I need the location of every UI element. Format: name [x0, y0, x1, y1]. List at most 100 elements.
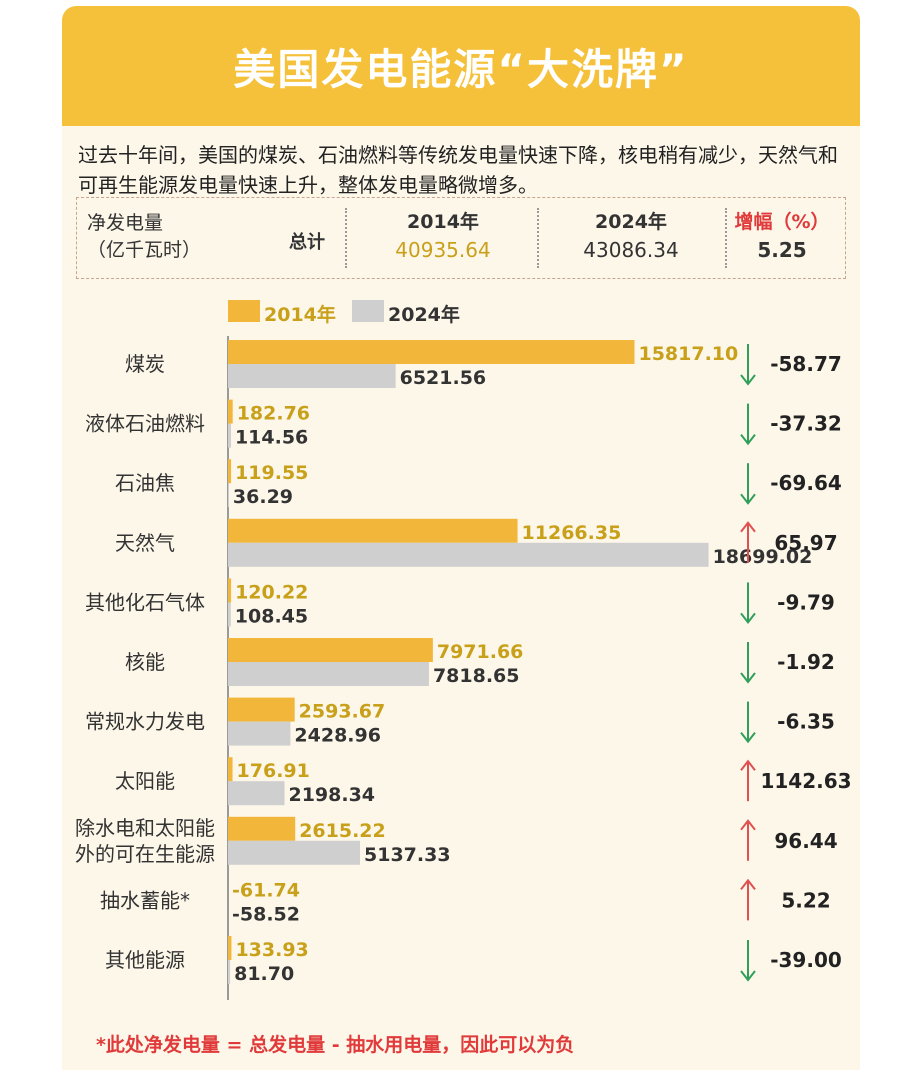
- category-label-5: 核能: [125, 650, 165, 674]
- data-label-2014-1: 182.76: [237, 403, 310, 425]
- data-label-2024-0: 6521.56: [400, 367, 487, 389]
- bar-2014-2: [228, 459, 232, 484]
- header-banner: 美国发电能源“大洗牌”: [62, 6, 860, 126]
- data-label-2014-0: 15817.10: [638, 343, 738, 365]
- summary-box: 净发电量 （亿千瓦时） 总计 2014年 40935.64 2024年 4308…: [76, 197, 846, 279]
- bar-2014-3: [228, 518, 518, 543]
- arrow-head: [740, 521, 756, 533]
- legend-label-2014: 2014年: [264, 304, 336, 326]
- arrow-head: [740, 374, 756, 386]
- data-label-2024-3: 18699.02: [713, 546, 813, 568]
- category-label-3: 天然气: [115, 531, 175, 555]
- data-label-2014-4: 120.22: [235, 581, 308, 603]
- arrow-down-icon: [740, 642, 756, 684]
- bar-2014-4: [228, 578, 232, 603]
- category-label-8: 除水电和太阳能: [75, 816, 215, 840]
- bar-2014-10: [228, 936, 232, 960]
- change-percent-2: -69.64: [770, 471, 842, 495]
- change-percent-0: -58.77: [770, 352, 842, 376]
- summary-col-2014: 2014年 40935.64: [353, 208, 533, 264]
- bar-2024-2: [228, 483, 229, 508]
- change-percent-8: 96.44: [774, 829, 837, 853]
- summary-change-head: 增幅（%）: [734, 211, 830, 233]
- arrow-head: [740, 672, 756, 684]
- bar-2024-1: [228, 423, 231, 448]
- change-percent-4: -9.79: [777, 590, 835, 614]
- summary-2014-head: 2014年: [407, 211, 479, 233]
- summary-divider: [537, 208, 539, 268]
- category-label-2: 石油焦: [115, 471, 175, 495]
- summary-label-line2: （亿千瓦时）: [87, 239, 202, 261]
- arrow-up-icon: [740, 521, 756, 563]
- data-label-2014-3: 11266.35: [522, 522, 622, 544]
- category-label-4: 其他化石气体: [85, 590, 205, 614]
- arrow-head: [740, 878, 756, 891]
- data-label-2014-10: 133.93: [235, 939, 308, 961]
- legend-item-2024: 2024年: [352, 300, 472, 326]
- legend-item-2014: 2014年: [228, 300, 348, 326]
- legend-label-2024: 2024年: [388, 304, 460, 326]
- change-percent-9: 5.22: [781, 888, 830, 912]
- arrow-head: [740, 612, 756, 625]
- summary-col-change: 增幅（%） 5.25: [717, 208, 847, 264]
- summary-2014-value: 40935.64: [395, 238, 491, 262]
- bar-2024-0: [228, 364, 396, 388]
- data-label-2024-5: 7818.65: [433, 665, 520, 687]
- arrow-down-icon: [740, 701, 756, 744]
- bar-2014-1: [228, 399, 233, 424]
- summary-divider: [725, 208, 727, 268]
- bar-2014-8: [228, 816, 296, 841]
- data-label-2014-7: 176.91: [237, 760, 310, 782]
- summary-label: 净发电量 （亿千瓦时）: [87, 210, 201, 264]
- data-label-2024-7: 2198.34: [288, 784, 375, 806]
- bar-2014-5: [228, 638, 433, 662]
- change-percent-3: 65.97: [774, 531, 837, 555]
- bar-2024-5: [228, 662, 429, 686]
- change-percent-6: -6.35: [777, 710, 835, 734]
- arrow-down-icon: [740, 344, 756, 386]
- bar-2024-4: [228, 602, 231, 627]
- data-label-2024-1: 114.56: [235, 427, 308, 449]
- category-label-8: 外的可在生能源: [75, 842, 215, 866]
- arrow-head: [740, 759, 756, 771]
- change-percent-5: -1.92: [777, 650, 835, 674]
- intro-text: 过去十年间，美国的煤炭、石油燃料等传统发电量快速下降，核电稍有减少，天然气和可再…: [78, 143, 838, 197]
- bar-2014-6: [228, 697, 295, 722]
- arrow-down-icon: [740, 582, 756, 625]
- bar-2014-0: [228, 340, 635, 364]
- data-label-2024-9: -58.52: [232, 903, 300, 925]
- infographic-card: 美国发电能源“大洗牌” 过去十年间，美国的煤炭、石油燃料等传统发电量快速下降，核…: [62, 6, 860, 1070]
- data-label-2014-6: 2593.67: [299, 701, 386, 723]
- legend-swatch-2024: [352, 300, 384, 322]
- category-label-1: 液体石油燃料: [85, 412, 205, 436]
- footnote: *此处净发电量 = 总发电量 - 抽水用电量，因此可以为负: [96, 1034, 575, 1056]
- arrow-head: [740, 493, 756, 505]
- data-label-2024-2: 36.29: [233, 486, 293, 508]
- bar-2024-6: [228, 721, 291, 746]
- arrow-up-icon: [740, 759, 756, 802]
- summary-2024-head: 2024年: [595, 211, 667, 233]
- category-label-6: 常规水力发电: [85, 710, 205, 734]
- data-label-2014-9: -61.74: [232, 879, 300, 901]
- arrow-down-icon: [740, 940, 756, 982]
- change-percent-7: 1142.63: [760, 769, 851, 793]
- arrow-head: [740, 433, 756, 446]
- arrow-head: [740, 970, 756, 982]
- arrow-up-icon: [740, 819, 756, 861]
- arrow-head: [740, 819, 756, 831]
- summary-col-2024: 2024年 43086.34: [541, 208, 721, 264]
- data-label-2024-4: 108.45: [235, 605, 308, 627]
- data-label-2024-6: 2428.96: [294, 725, 381, 747]
- arrow-up-icon: [740, 878, 756, 921]
- arrow-head: [740, 731, 756, 744]
- change-percent-1: -37.32: [770, 412, 842, 436]
- page-title: 美国发电能源“大洗牌”: [233, 45, 689, 94]
- data-label-2014-5: 7971.66: [437, 641, 524, 663]
- summary-total-label: 总计: [289, 232, 325, 253]
- bar-2024-10: [228, 960, 231, 984]
- arrow-down-icon: [740, 403, 756, 446]
- category-label-10: 其他能源: [105, 948, 185, 972]
- bar-2024-7: [228, 781, 285, 806]
- arrow-down-icon: [740, 463, 756, 505]
